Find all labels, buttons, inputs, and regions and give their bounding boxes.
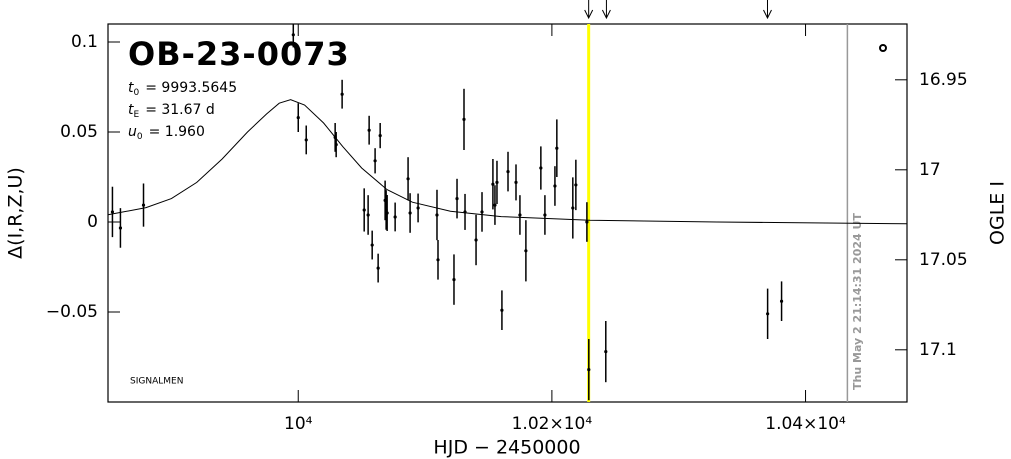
param-subscript: 0 (137, 132, 143, 142)
data-point (463, 210, 467, 214)
chart-title: OB-23-0073 (128, 35, 350, 73)
param-symbol: t (128, 80, 134, 96)
x-axis-label: HJD − 2450000 (433, 437, 580, 459)
data-point (493, 203, 497, 207)
param-value: = 31.67 d (145, 102, 215, 118)
param-subscript: E (134, 110, 140, 120)
param-symbol: u (128, 124, 137, 140)
data-point (435, 213, 439, 217)
data-point (416, 206, 420, 210)
data-point (539, 166, 543, 170)
y2-tick-label: 17 (919, 160, 941, 180)
y2-tick-label: 16.95 (919, 70, 968, 90)
data-point (141, 203, 146, 207)
data-point (376, 266, 380, 270)
fit-parameter: t0 = 9993.5645 (128, 80, 237, 98)
data-point (362, 208, 366, 212)
x-tick-label: 1.02×10⁴ (512, 414, 593, 434)
data-point (452, 278, 456, 282)
data-point (291, 33, 295, 37)
data-point (436, 258, 440, 262)
x-tick-label: 10⁴ (284, 414, 313, 434)
data-point (500, 308, 504, 312)
data-point (495, 180, 499, 184)
data-point (455, 197, 459, 201)
data-point (304, 138, 308, 142)
symbol-marker (879, 44, 887, 52)
data-point (766, 312, 770, 316)
note: SIGNALMEN (130, 377, 183, 387)
param-symbol: t (128, 102, 134, 118)
data-point (574, 183, 578, 187)
data-point (385, 211, 389, 215)
data-point (118, 226, 123, 230)
timestamp: Thu May 2 21:14:31 2024 UT (851, 213, 864, 390)
data-point (553, 184, 557, 188)
data-point (491, 182, 495, 186)
model-curve (107, 99, 908, 225)
y-tick-label: 0 (87, 212, 98, 232)
fit-parameter: tE = 31.67 d (128, 102, 215, 120)
data-point (334, 143, 338, 147)
data-point (518, 213, 522, 217)
data-point (406, 177, 410, 181)
data-point (604, 350, 608, 354)
arrow (584, 0, 594, 20)
param-subscript: 0 (134, 88, 140, 98)
data-point (514, 180, 518, 184)
arrow (601, 0, 611, 20)
data-point (571, 206, 575, 210)
data-point (370, 243, 374, 247)
y-tick-label: 0.05 (60, 122, 98, 142)
data-point (587, 368, 591, 372)
param-value: = 1.960 (149, 124, 205, 140)
data-point (474, 238, 478, 242)
y2-tick-label: 17.05 (919, 250, 968, 270)
y2-tick-label: 17.1 (919, 340, 957, 360)
plot-frame (107, 23, 908, 403)
data-point (110, 210, 115, 214)
data-point (366, 213, 370, 217)
data-point (378, 134, 382, 138)
y-axis-label: Δ(I,R,Z,U) (5, 167, 27, 259)
y2-axis-label: OGLE I (987, 181, 1009, 245)
data-point (543, 213, 547, 217)
data-point (340, 92, 344, 96)
param-value: = 9993.5645 (145, 80, 237, 96)
arrow (763, 0, 772, 20)
data-point (480, 210, 484, 214)
data-point (585, 220, 589, 224)
y-tick-label: −0.05 (46, 302, 98, 322)
data-point (779, 299, 784, 303)
data-point (296, 116, 300, 120)
data-point (524, 249, 528, 253)
data-point (462, 117, 466, 121)
data-point (506, 170, 510, 174)
data-point (408, 211, 412, 215)
data-point (393, 215, 397, 219)
data-point (373, 159, 377, 163)
y-tick-label: 0.1 (71, 32, 98, 52)
data-point (367, 128, 371, 132)
data-point (555, 146, 559, 150)
fit-parameter: u0 = 1.960 (128, 124, 205, 142)
x-tick-label: 1.04×10⁴ (765, 414, 846, 434)
